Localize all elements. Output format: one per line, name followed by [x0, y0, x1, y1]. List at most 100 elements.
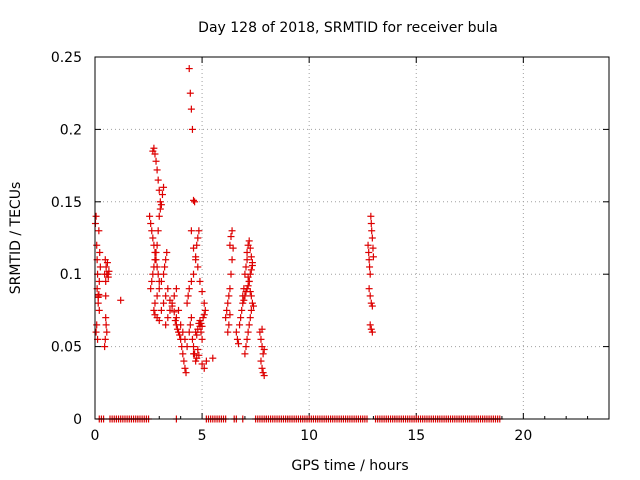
data-point [223, 306, 231, 314]
data-point [225, 292, 233, 300]
data-point [185, 328, 193, 336]
data-point [96, 248, 104, 256]
data-point [200, 299, 208, 307]
data-point [198, 322, 206, 330]
data-point [241, 292, 249, 300]
data-point [155, 285, 163, 293]
data-point [95, 277, 103, 285]
data-point [92, 328, 100, 336]
data-point [155, 212, 163, 220]
data-point [247, 266, 255, 274]
data-point [368, 227, 376, 235]
data-point [156, 205, 164, 213]
data-point [364, 241, 372, 249]
x-tick-label: 20 [514, 428, 532, 444]
data-point [242, 263, 250, 271]
data-point [179, 350, 187, 358]
data-point [195, 351, 203, 359]
data-point [102, 263, 110, 271]
data-point [184, 292, 192, 300]
data-point [200, 364, 208, 372]
data-point [365, 256, 373, 264]
data-point [249, 302, 257, 310]
data-point [187, 105, 195, 113]
data-point [160, 183, 168, 191]
data-point [227, 270, 235, 278]
data-point [188, 335, 196, 343]
data-point [244, 282, 252, 290]
data-point [162, 292, 170, 300]
data-point [183, 343, 191, 351]
data-point [183, 299, 191, 307]
data-point [147, 220, 155, 228]
data-point [94, 299, 102, 307]
data-point [117, 296, 125, 304]
data-point [93, 241, 101, 249]
data-point [164, 285, 172, 293]
data-point [194, 234, 202, 242]
data-point [155, 186, 163, 194]
data-point [163, 248, 171, 256]
x-tick-label: 10 [300, 428, 318, 444]
data-point [243, 335, 251, 343]
data-point [366, 321, 374, 329]
data-point [153, 166, 161, 174]
data-point [190, 270, 198, 278]
x-tick-label: 0 [91, 428, 100, 444]
data-point [172, 285, 180, 293]
data-point [191, 198, 199, 206]
data-point [101, 343, 109, 351]
data-point [181, 335, 189, 343]
data-point [181, 364, 189, 372]
data-point [224, 328, 232, 336]
data-point [185, 285, 193, 293]
data-point [185, 65, 193, 73]
data-point [179, 328, 187, 336]
data-point [95, 227, 103, 235]
data-point [246, 314, 254, 322]
data-point [244, 328, 252, 336]
data-point [146, 212, 154, 220]
data-point [186, 89, 194, 97]
data-point [149, 234, 157, 242]
data-point [175, 306, 183, 314]
data-point [192, 253, 200, 261]
data-point [151, 150, 159, 158]
data-point [190, 343, 198, 351]
data-point [201, 306, 209, 314]
data-point [247, 253, 255, 261]
data-point [160, 299, 168, 307]
data-point [160, 270, 168, 278]
data-point [158, 191, 166, 199]
data-point [162, 256, 170, 264]
data-point [260, 345, 268, 353]
data-point [170, 292, 178, 300]
data-point [194, 263, 202, 271]
data-point [367, 212, 375, 220]
y-tick-label: 0.05 [51, 340, 82, 356]
data-point [105, 267, 113, 275]
data-point [224, 299, 232, 307]
data-point [172, 314, 180, 322]
data-point [148, 277, 156, 285]
data-point [369, 253, 377, 261]
data-point [258, 325, 266, 333]
data-point [154, 227, 162, 235]
x-tick-label: 5 [198, 428, 207, 444]
data-point [150, 306, 158, 314]
data-point [157, 277, 165, 285]
data-point [151, 299, 159, 307]
data-point [188, 125, 196, 133]
data-point [368, 234, 376, 242]
y-tick-label: 0.15 [51, 195, 82, 211]
data-point [366, 270, 374, 278]
data-point [209, 354, 217, 362]
data-point [150, 144, 158, 152]
data-point [245, 321, 253, 329]
data-point [238, 306, 246, 314]
data-point [365, 285, 373, 293]
data-point [193, 331, 201, 339]
data-point [196, 277, 204, 285]
data-point [177, 321, 185, 329]
